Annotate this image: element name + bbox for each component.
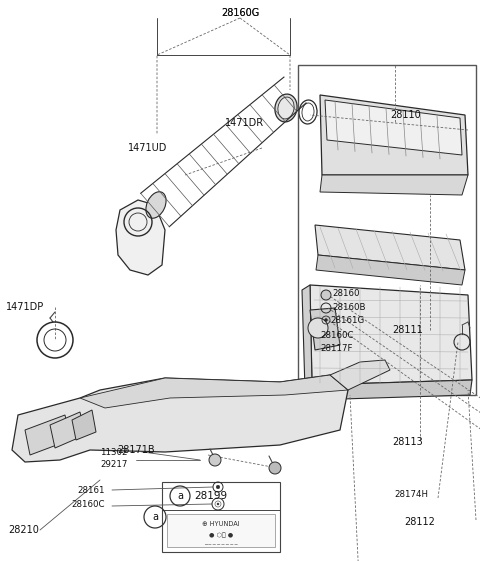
Text: 28160: 28160	[332, 288, 360, 297]
Text: 28160G: 28160G	[221, 8, 259, 18]
Text: 28210: 28210	[8, 525, 39, 535]
Text: 28171B: 28171B	[118, 445, 155, 455]
Text: 1471DP: 1471DP	[6, 302, 44, 312]
Text: 28160G: 28160G	[221, 8, 259, 18]
Ellipse shape	[146, 192, 166, 218]
Circle shape	[209, 454, 221, 466]
Polygon shape	[302, 285, 312, 390]
Text: 1471UD: 1471UD	[128, 143, 168, 153]
Text: 1471DR: 1471DR	[225, 118, 264, 128]
Text: 28161G: 28161G	[330, 315, 364, 324]
Circle shape	[217, 503, 219, 505]
Text: 28160B: 28160B	[332, 302, 365, 311]
Polygon shape	[320, 175, 468, 195]
Text: 28174H: 28174H	[394, 490, 428, 499]
Bar	[162, 482, 280, 552]
Text: a: a	[152, 512, 158, 522]
Polygon shape	[310, 380, 472, 400]
Text: 28160C: 28160C	[320, 330, 353, 339]
Polygon shape	[310, 285, 472, 385]
Text: ─ ─ ─ ─ ─ ─ ─ ─: ─ ─ ─ ─ ─ ─ ─ ─	[204, 541, 238, 546]
Polygon shape	[315, 225, 465, 270]
Polygon shape	[25, 415, 70, 455]
Polygon shape	[50, 412, 85, 448]
Polygon shape	[330, 360, 390, 390]
Text: 28110: 28110	[390, 110, 421, 120]
Polygon shape	[12, 375, 348, 462]
Polygon shape	[80, 375, 348, 408]
Text: ● ⬡🚗 ●: ● ⬡🚗 ●	[209, 532, 233, 538]
Circle shape	[308, 318, 328, 338]
Text: 28160C: 28160C	[72, 499, 105, 508]
Text: 28117F: 28117F	[320, 343, 352, 352]
Text: 28112: 28112	[404, 517, 435, 527]
Ellipse shape	[278, 97, 294, 119]
Polygon shape	[316, 255, 465, 285]
Polygon shape	[72, 410, 96, 440]
Circle shape	[321, 290, 331, 300]
Polygon shape	[310, 308, 340, 350]
Text: 11302: 11302	[100, 448, 128, 457]
Bar	[298, 65, 476, 395]
Polygon shape	[320, 95, 468, 175]
Text: 28199: 28199	[194, 491, 227, 501]
Text: 28113: 28113	[392, 437, 423, 447]
Polygon shape	[325, 100, 462, 155]
Text: 28161: 28161	[77, 485, 105, 494]
Text: 28111: 28111	[392, 325, 423, 335]
Circle shape	[324, 319, 327, 321]
Polygon shape	[116, 200, 165, 275]
Text: ⊕ HYUNDAI: ⊕ HYUNDAI	[202, 521, 240, 527]
Text: 29217: 29217	[101, 459, 128, 468]
Text: a: a	[177, 491, 183, 501]
Circle shape	[216, 485, 220, 489]
Bar	[167, 514, 275, 547]
Ellipse shape	[275, 94, 297, 122]
Circle shape	[269, 462, 281, 474]
